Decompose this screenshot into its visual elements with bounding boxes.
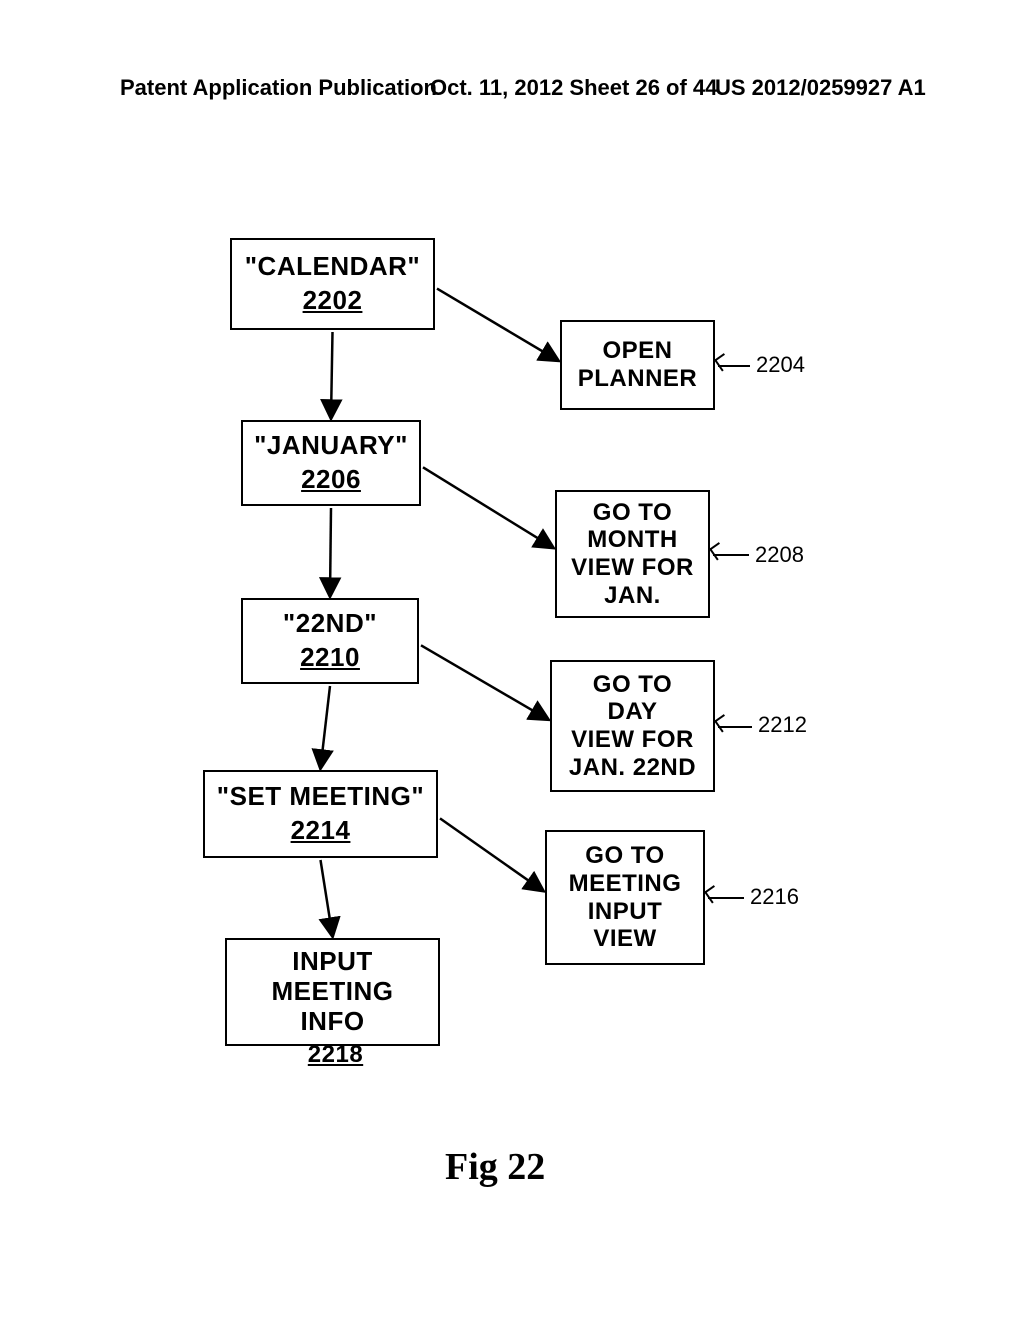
- node-calendar-2202: "CALENDAR" 2202: [230, 238, 435, 330]
- node-ref: 2206: [301, 465, 361, 495]
- ref-leader-2204: [718, 365, 750, 367]
- node-label: OPEN PLANNER: [578, 337, 698, 392]
- node-label: GO TO MONTH VIEW FOR JAN.: [571, 499, 694, 609]
- node-22nd-2210: "22ND" 2210: [241, 598, 419, 684]
- node-input-meeting-info-2218: INPUT MEETING INFO 2218: [225, 938, 440, 1046]
- node-goto-meeting-input-2216: GO TO MEETING INPUT VIEW: [545, 830, 705, 965]
- ref-label-2204: 2204: [756, 352, 805, 378]
- flowchart-connectors: [0, 0, 1024, 1320]
- ref-leader-2216: [708, 897, 744, 899]
- node-label: INPUT MEETING INFO 2218: [272, 917, 394, 1066]
- flowchart-fig-22: "CALENDAR" 2202 OPEN PLANNER "JANUARY" 2…: [0, 0, 1024, 1320]
- node-ref: 2202: [303, 286, 363, 316]
- node-label: "JANUARY": [254, 431, 408, 461]
- node-set-meeting-2214: "SET MEETING" 2214: [203, 770, 438, 858]
- node-january-2206: "JANUARY" 2206: [241, 420, 421, 506]
- node-goto-day-2212: GO TO DAY VIEW FOR JAN. 22ND: [550, 660, 715, 792]
- ref-label-2212: 2212: [758, 712, 807, 738]
- ref-label-2216: 2216: [750, 884, 799, 910]
- node-ref: 2210: [300, 643, 360, 673]
- node-label: "CALENDAR": [245, 252, 421, 282]
- node-ref: 2214: [291, 816, 351, 846]
- node-label: GO TO DAY VIEW FOR JAN. 22ND: [569, 671, 696, 781]
- node-open-planner-2204: OPEN PLANNER: [560, 320, 715, 410]
- node-label: GO TO MEETING INPUT VIEW: [569, 842, 682, 952]
- figure-caption: Fig 22: [445, 1145, 545, 1189]
- node-ref: 2218: [308, 1041, 363, 1068]
- ref-leader-2208: [713, 554, 749, 556]
- ref-leader-2212: [718, 726, 752, 728]
- node-label: "SET MEETING": [217, 782, 424, 812]
- node-label: "22ND": [283, 609, 377, 639]
- ref-label-2208: 2208: [755, 542, 804, 568]
- node-goto-month-2208: GO TO MONTH VIEW FOR JAN.: [555, 490, 710, 618]
